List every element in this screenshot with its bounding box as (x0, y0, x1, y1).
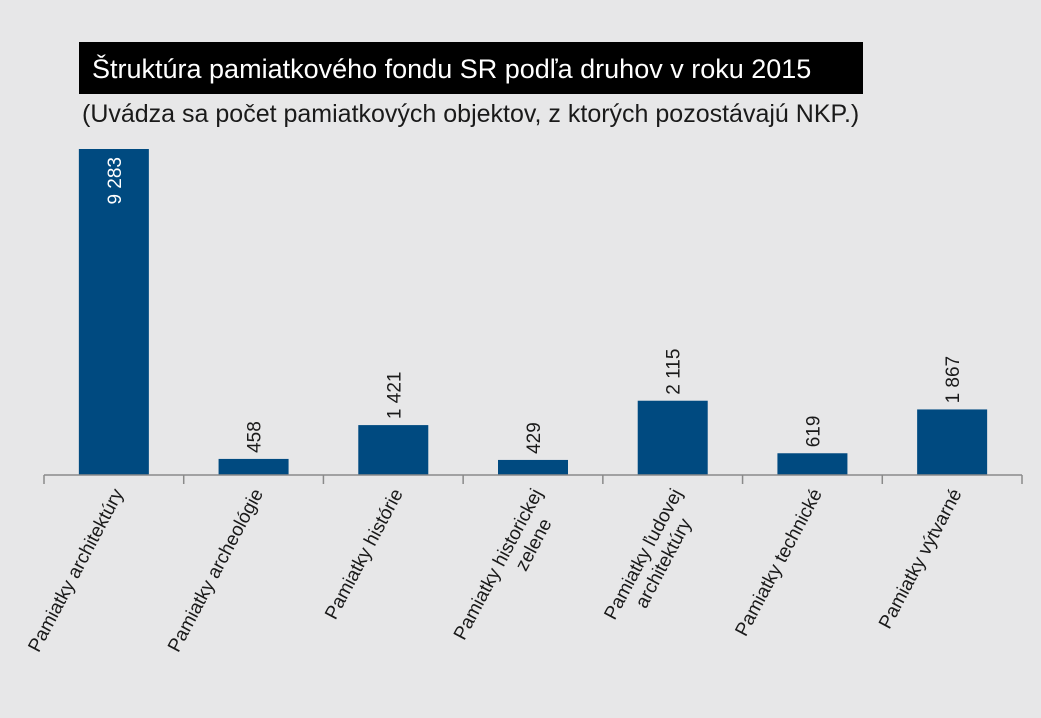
bar (498, 459, 568, 475)
value-labels-group: 9 283 458 1 421 429 2 115 619 1 867 (105, 157, 964, 454)
bar (637, 400, 708, 475)
bar (777, 453, 848, 475)
bar-value-label: 458 (245, 421, 266, 453)
bar (917, 409, 988, 475)
bars-group (78, 149, 988, 475)
bar-value-label: 9 283 (105, 157, 126, 205)
bar (358, 425, 429, 475)
bar (218, 458, 289, 475)
chart-title: Štruktúra pamiatkového fondu SR podľa dr… (92, 53, 811, 84)
chart-subtitle: (Uvádza sa počet pamiatkových objektov, … (82, 100, 859, 128)
bar-value-label: 2 115 (664, 349, 685, 395)
x-axis (43, 474, 1023, 484)
bar-value-label: 429 (524, 422, 545, 454)
bar-value-label: 619 (803, 416, 824, 448)
bar-value-label: 1 867 (943, 356, 964, 404)
bar-value-label: 1 421 (384, 372, 405, 420)
bar (78, 149, 149, 475)
title-background (79, 42, 863, 94)
